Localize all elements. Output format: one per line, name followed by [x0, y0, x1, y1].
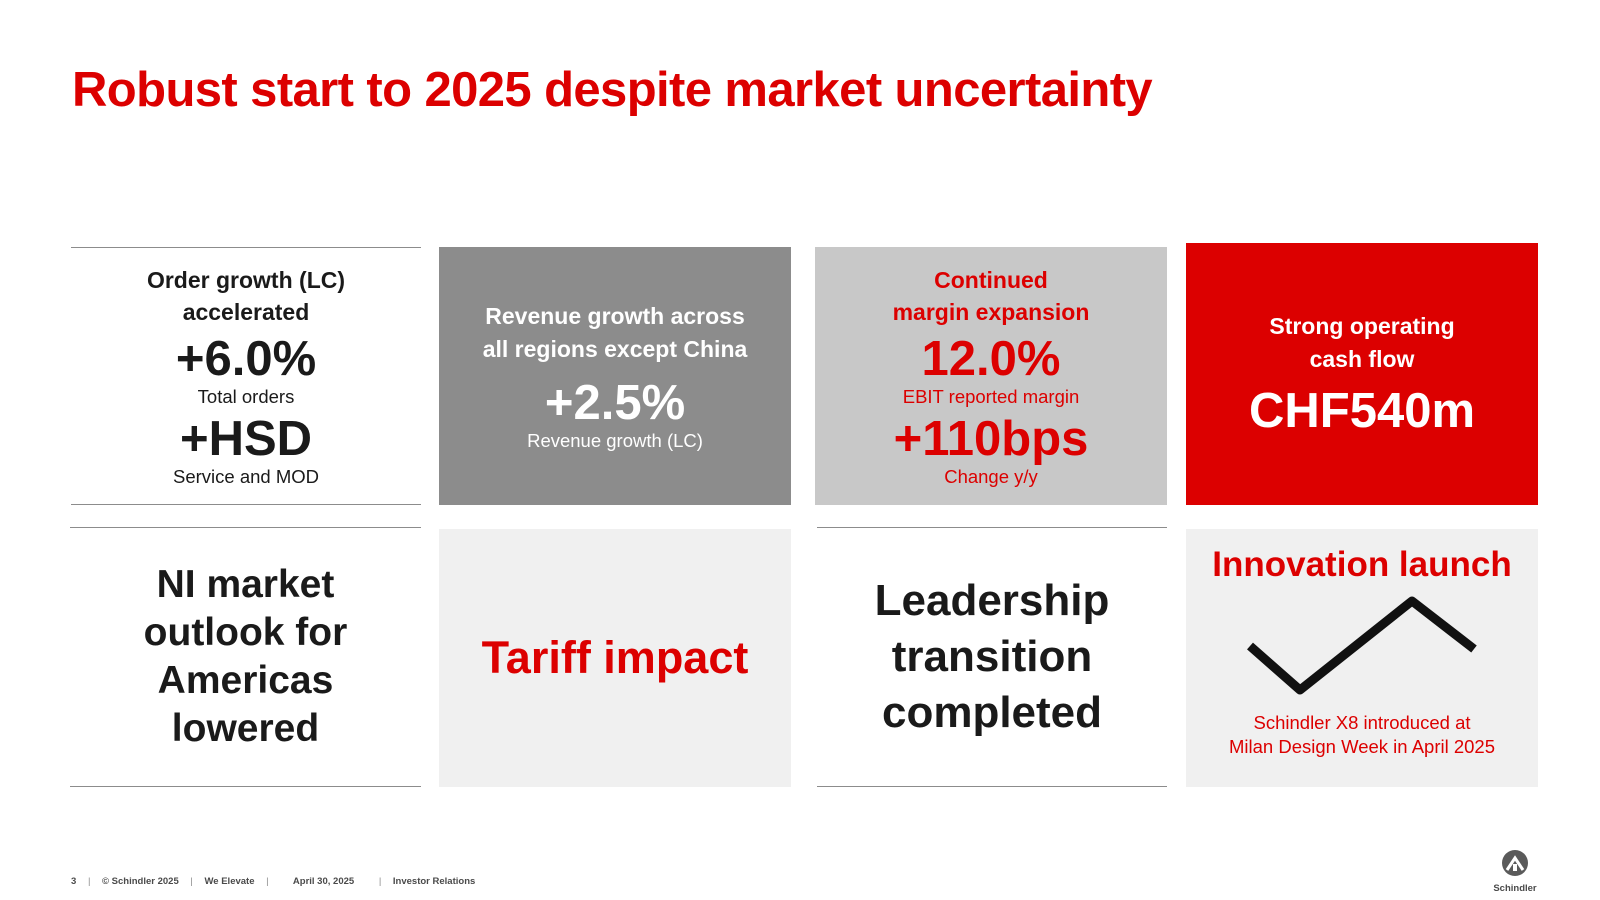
footer-separator: | [378, 876, 382, 887]
schindler-logo-icon [1502, 850, 1528, 876]
margin-change-value: +110bps [893, 412, 1089, 466]
service-mod-value: +HSD [179, 412, 313, 466]
revenue-growth-heading: Revenue growth across all regions except… [482, 303, 748, 362]
cash-flow-value: CHF540m [1248, 384, 1476, 438]
page-number: 3 [71, 876, 77, 887]
footer-separator: | [87, 876, 91, 887]
footer-date: April 30, 2025 [292, 876, 355, 887]
footer-department: Investor Relations [392, 876, 476, 887]
cash-flow-tile: Strong operating cash flow CHF540m [1186, 243, 1538, 505]
tariff-impact-text: Tariff impact [481, 632, 749, 683]
schindler-x8-chevron-icon [1247, 596, 1477, 695]
footer-tagline: We Elevate [204, 876, 255, 887]
margin-expansion-tile: Continued margin expansion 12.0% EBIT re… [815, 247, 1167, 505]
order-growth-heading: Order growth (LC) accelerated [146, 267, 346, 325]
total-orders-value: +6.0% [175, 332, 317, 386]
revenue-growth-label: Revenue growth (LC) [527, 430, 703, 451]
market-outlook-tile: NI market outlook for Americas lowered [70, 527, 421, 787]
revenue-growth-tile: Revenue growth across all regions except… [439, 247, 791, 505]
footer-copyright: © Schindler 2025 [102, 876, 179, 887]
margin-expansion-heading: Continued margin expansion [892, 267, 1090, 325]
schindler-wordmark: Schindler [1493, 883, 1537, 894]
market-outlook-text: NI market outlook for Americas lowered [143, 563, 348, 750]
innovation-launch-tile: Innovation launch Schindler X8 introduce… [1186, 529, 1538, 787]
leadership-transition-tile: Leadership transition completed [817, 527, 1167, 787]
order-growth-tile: Order growth (LC) accelerated +6.0% Tota… [71, 247, 421, 505]
footer-separator: | [266, 876, 269, 887]
innovation-launch-title: Innovation launch [1212, 545, 1512, 584]
page-title: Robust start to 2025 despite market unce… [72, 63, 1153, 117]
tariff-impact-tile: Tariff impact [439, 529, 791, 787]
leadership-transition-text: Leadership transition completed [874, 576, 1110, 737]
revenue-growth-value: +2.5% [544, 376, 686, 430]
footer-separator: | [190, 876, 193, 887]
service-mod-label: Service and MOD [173, 466, 319, 487]
ebit-margin-value: 12.0% [921, 332, 1061, 386]
footer: 3 | © Schindler 2025 | We Elevate | Apri… [71, 876, 484, 887]
schindler-logo: Schindler [1488, 849, 1542, 894]
total-orders-label: Total orders [197, 386, 295, 407]
ebit-margin-label: EBIT reported margin [902, 386, 1080, 407]
margin-change-label: Change y/y [944, 466, 1038, 487]
cash-flow-heading: Strong operating cash flow [1269, 313, 1455, 372]
innovation-caption: Schindler X8 introduced at Milan Design … [1229, 712, 1495, 757]
